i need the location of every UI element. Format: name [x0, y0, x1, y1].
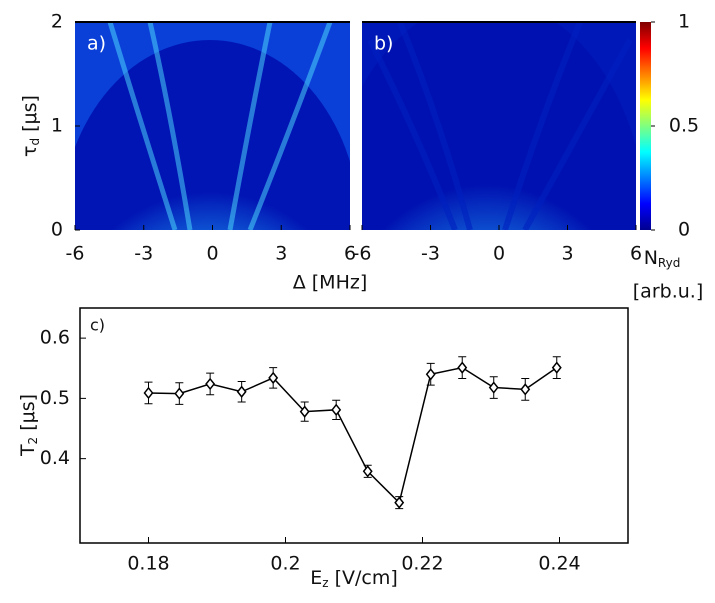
label-rest: [V/cm] — [329, 567, 398, 589]
x-tick-label: 0.18 — [127, 553, 169, 575]
marker — [520, 383, 531, 396]
x-tick-label: 3 — [561, 243, 573, 265]
label-sub: d — [28, 138, 42, 146]
y-tick-label: 2 — [51, 11, 63, 33]
panel-label: a) — [87, 33, 106, 55]
marker — [551, 361, 562, 374]
marker — [331, 403, 342, 417]
x-tick-label: -3 — [134, 243, 153, 265]
label-main: T — [17, 444, 39, 457]
x-tick-label: 6 — [630, 243, 642, 265]
label-rest: [μs] — [17, 394, 39, 437]
label-main: N — [644, 247, 658, 269]
label-main: τ — [19, 146, 41, 157]
marker — [205, 377, 216, 391]
y-tick-label: 0.6 — [40, 327, 70, 349]
x-tick-label: 0 — [206, 243, 218, 265]
heatmap-b-image — [362, 22, 636, 230]
x-tick-label: -3 — [421, 243, 440, 265]
marker — [488, 381, 499, 394]
marker — [236, 385, 247, 398]
x-tick-label: 0.2 — [270, 553, 300, 575]
marker — [174, 387, 185, 400]
x-tick-label: 0.24 — [538, 553, 580, 575]
x-axis-label: Ez [V/cm] — [310, 567, 398, 590]
marker — [425, 368, 436, 381]
label-sub: z — [322, 576, 328, 590]
marker — [268, 371, 279, 385]
panel-label: c) — [90, 316, 105, 335]
y-tick-label: 0.5 — [40, 387, 70, 409]
x-tick-label: 0.22 — [401, 553, 443, 575]
marker — [143, 386, 154, 400]
label-rest: [μs] — [19, 95, 41, 138]
label-sub: 2 — [26, 437, 40, 445]
y-tick-label: 0 — [51, 219, 63, 241]
marker — [299, 405, 310, 418]
y-tick-label: 1 — [51, 115, 63, 137]
colorbar-tick-label: 1 — [678, 11, 690, 33]
colorbar-tick-label: 0 — [678, 219, 690, 241]
heatmap-a-image — [75, 22, 350, 230]
label-sub: Ryd — [658, 256, 680, 270]
colorbar-tick-label: 0.5 — [669, 115, 699, 137]
x-tick-label: 0 — [493, 243, 505, 265]
x-tick-label: 3 — [275, 243, 287, 265]
y-tick-label: 0.4 — [40, 447, 70, 469]
marker — [362, 465, 373, 478]
x-tick-label: -6 — [66, 243, 85, 265]
x-axis-label: Δ [MHz] — [293, 272, 368, 294]
panel-label: b) — [374, 33, 393, 55]
x-tick-label: 6 — [344, 243, 356, 265]
label-main: E — [310, 567, 322, 589]
colorbar-label: NRyd — [644, 247, 681, 270]
x-tick-label: -6 — [353, 243, 372, 265]
plot-frame — [79, 307, 629, 544]
colorbar-label-unit: [arb.u.] — [633, 281, 703, 303]
y-axis-label: τd [μs] — [19, 95, 42, 157]
marker — [457, 361, 468, 374]
data-line — [148, 366, 558, 505]
marker — [394, 496, 405, 509]
y-axis-label: T2 [μs] — [17, 394, 40, 457]
colorbar — [640, 22, 651, 230]
